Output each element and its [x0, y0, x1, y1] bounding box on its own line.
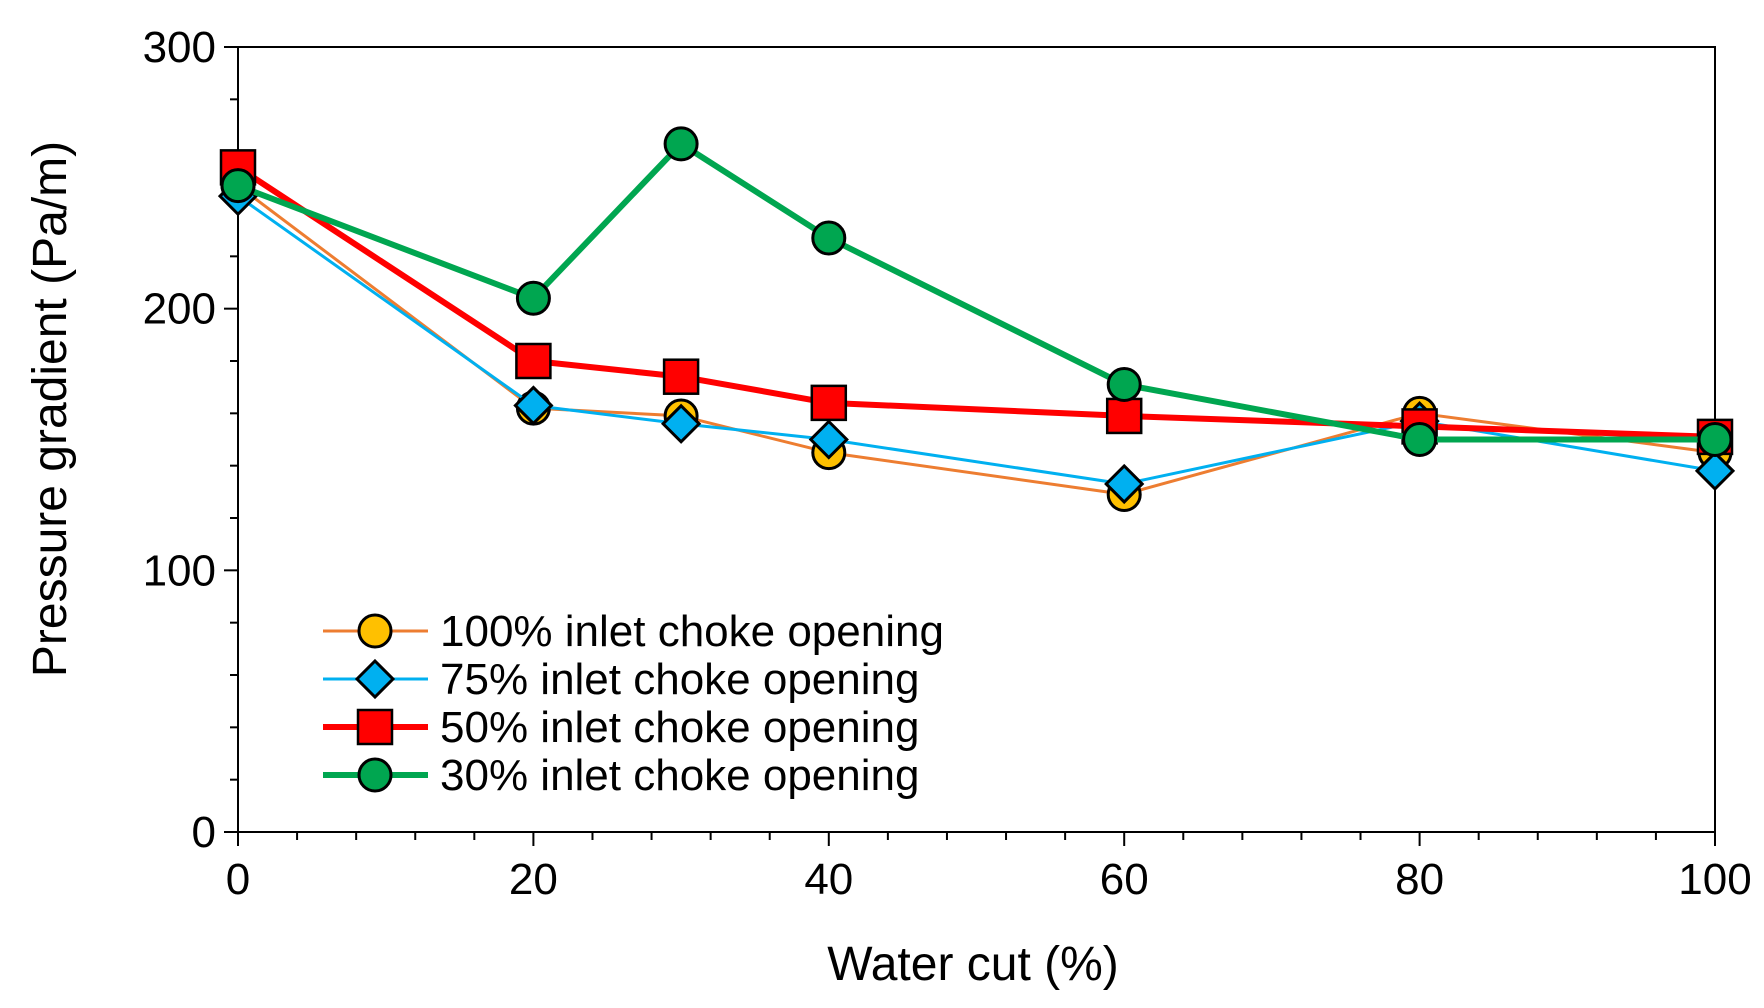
legend-item: 100% inlet choke opening — [323, 607, 944, 656]
legend-item: 50% inlet choke opening — [323, 703, 919, 752]
data-point — [808, 419, 849, 460]
series-layer — [217, 126, 1736, 512]
data-point — [1105, 397, 1143, 435]
legend-item: 75% inlet choke opening — [323, 655, 919, 704]
y-tick-label: 200 — [143, 285, 216, 334]
legend-label: 30% inlet choke opening — [440, 751, 919, 800]
series-100-percent — [220, 168, 1733, 512]
data-point — [1106, 367, 1142, 403]
data-point — [663, 126, 699, 162]
data-point — [660, 403, 702, 444]
data-point — [662, 358, 700, 395]
x-tick-label: 100 — [1678, 855, 1751, 904]
y-axis-title: Pressure gradient (Pa/m) — [24, 141, 77, 677]
data-point — [220, 168, 256, 204]
series-line — [237, 184, 1716, 496]
series-50-percent — [219, 149, 1734, 456]
x-tick-label: 0 — [226, 855, 250, 904]
series-line — [236, 140, 1715, 443]
x-tick-label: 20 — [509, 855, 558, 904]
legend-label: 75% inlet choke opening — [440, 655, 919, 704]
x-tick-label: 40 — [804, 855, 853, 904]
series-75-percent — [217, 176, 1736, 505]
data-point — [1694, 450, 1736, 492]
y-tick-label: 0 — [192, 808, 216, 857]
legend-marker — [357, 613, 393, 649]
legend-label: 100% inlet choke opening — [440, 607, 944, 656]
y-tick-label: 300 — [143, 23, 216, 72]
data-point — [1402, 422, 1438, 457]
data-point — [811, 220, 847, 256]
axes: 0 20 40 60 80 100 0 100 200 300 — [143, 23, 1752, 904]
x-tick-label: 80 — [1395, 855, 1444, 904]
data-point — [515, 342, 552, 380]
legend-label: 50% inlet choke opening — [440, 703, 919, 752]
legend-marker — [357, 757, 393, 793]
x-tick-label: 60 — [1100, 855, 1149, 904]
data-point — [1697, 422, 1733, 457]
legend-item: 30% inlet choke opening — [323, 751, 919, 800]
legend-marker — [354, 658, 396, 700]
data-point — [515, 280, 551, 316]
data-point — [1104, 463, 1145, 505]
series-line — [236, 164, 1716, 440]
data-point — [513, 385, 554, 426]
legend-marker — [356, 708, 394, 746]
y-tick-label: 100 — [143, 546, 216, 595]
data-point — [810, 384, 848, 422]
x-axis-title: Water cut (%) — [827, 938, 1119, 991]
series-30-percent — [220, 126, 1733, 457]
